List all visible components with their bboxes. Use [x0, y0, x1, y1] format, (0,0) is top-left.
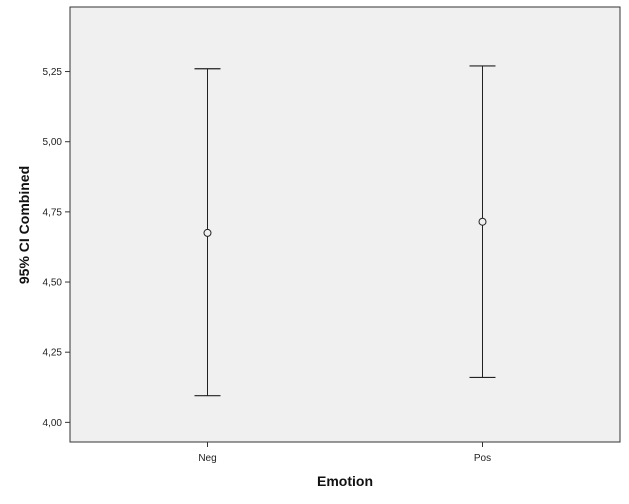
x-tick-label: Pos: [474, 453, 491, 464]
mean-point: [203, 228, 212, 237]
y-tick-label: 4,75: [43, 207, 63, 218]
error-bars: [194, 65, 496, 397]
x-tick-label: Neg: [198, 453, 216, 464]
x-axis-title: Emotion: [317, 473, 373, 489]
y-axis: 4,00 4,25 4,50 4,75 5,00 5,25: [43, 67, 70, 429]
y-tick-label: 5,00: [43, 137, 63, 148]
y-tick-label: 4,50: [43, 278, 63, 289]
y-tick-label: 4,00: [43, 418, 63, 429]
plot-area: [69, 6, 621, 443]
y-axis-title: 95% CI Combined: [16, 166, 32, 284]
x-axis: Neg Pos: [198, 442, 491, 464]
y-tick-label: 4,25: [43, 348, 63, 359]
y-tick-label: 5,25: [43, 67, 63, 78]
mean-point: [478, 217, 487, 226]
